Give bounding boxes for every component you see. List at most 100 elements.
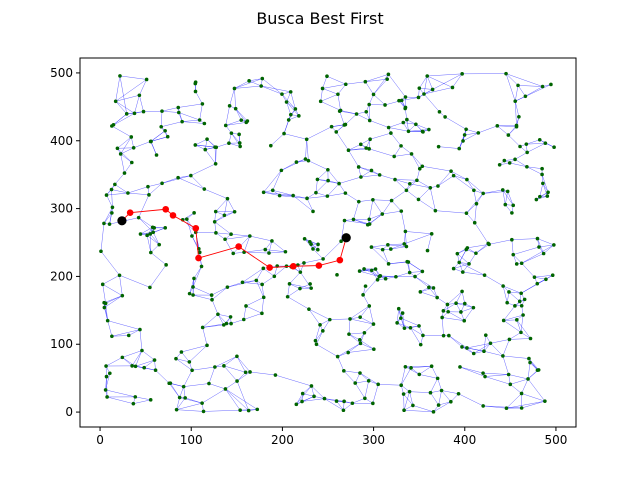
graph-node — [103, 388, 108, 392]
graph-edge — [391, 190, 407, 201]
graph-edge — [372, 199, 392, 201]
graph-edge — [339, 176, 361, 184]
graph-node — [174, 356, 178, 361]
graph-node — [535, 281, 540, 286]
graph-edge — [526, 143, 546, 145]
graph-edge — [453, 263, 470, 269]
graph-edge — [343, 370, 356, 384]
graph-node — [147, 193, 151, 197]
graph-edge — [534, 276, 546, 280]
graph-edge — [114, 172, 125, 185]
graph-edge — [228, 143, 241, 147]
graph-edge — [415, 124, 429, 130]
graph-edge — [437, 378, 442, 391]
graph-node — [238, 408, 242, 412]
graph-node — [383, 276, 388, 281]
graph-edge — [223, 365, 246, 373]
graph-node — [227, 104, 232, 108]
graph-node — [441, 333, 446, 338]
graph-edge — [423, 87, 453, 95]
graph-edge — [193, 294, 213, 300]
graph-node — [192, 211, 196, 215]
graph-edge — [102, 284, 106, 304]
graph-node — [420, 269, 425, 274]
graph-node — [507, 337, 512, 342]
graph-edge — [362, 294, 370, 307]
graph-edge — [412, 405, 434, 413]
graph-edge — [348, 349, 374, 353]
graph-edge — [249, 235, 272, 242]
graph-edge — [360, 174, 380, 178]
path-node — [162, 205, 170, 213]
graph-edge — [538, 244, 554, 248]
graph-node — [102, 221, 106, 226]
graph-node — [421, 333, 425, 338]
graph-edge — [202, 327, 208, 346]
graph-node — [404, 244, 409, 249]
graph-edge — [263, 192, 280, 196]
graph-node — [513, 99, 518, 103]
graph-edge — [348, 333, 360, 341]
graph-node — [260, 311, 264, 316]
graph-edge — [507, 191, 514, 206]
graph-edge — [214, 147, 216, 164]
graph-edge — [460, 307, 474, 313]
graph-edge — [261, 297, 264, 314]
graph-edge — [348, 150, 359, 168]
graph-node — [163, 226, 168, 230]
graph-node — [376, 382, 380, 387]
graph-edge — [506, 393, 522, 409]
graph-node — [507, 161, 512, 165]
graph-edge — [135, 359, 155, 367]
graph-edge — [438, 401, 451, 406]
graph-node — [153, 368, 158, 372]
graph-edge — [256, 268, 264, 281]
y-axis-ticks: 0 100 200 300 400 500 — [50, 66, 80, 419]
graph-edge — [473, 343, 491, 354]
graph-node — [207, 381, 211, 386]
graph-edge — [388, 127, 409, 132]
graph-node — [280, 92, 284, 96]
graph-edge — [195, 232, 216, 234]
graph-edge — [371, 244, 388, 248]
graph-node — [329, 124, 334, 129]
graph-node — [126, 333, 131, 338]
graph-edge — [102, 275, 120, 285]
graph-node — [335, 354, 340, 359]
graph-edge — [359, 372, 369, 381]
graph-node — [308, 239, 312, 244]
graph-node — [519, 406, 524, 410]
x-tick-label: 500 — [544, 433, 567, 447]
graph-edge — [289, 272, 301, 284]
graph-edge — [106, 192, 128, 196]
path-node — [336, 256, 344, 264]
graph-edge — [324, 398, 344, 411]
x-tick-label: 200 — [271, 433, 294, 447]
graph-edge — [217, 314, 227, 324]
graph-node — [163, 128, 167, 133]
graph-edge — [233, 235, 250, 254]
graph-edge — [411, 153, 420, 169]
graph-node — [240, 280, 245, 285]
graph-node — [289, 112, 293, 117]
graph-edge — [388, 74, 406, 98]
graph-node — [399, 98, 404, 103]
graph-edge — [349, 318, 374, 325]
graph-node — [500, 188, 505, 192]
graph-edge — [336, 400, 344, 411]
graph-node — [401, 120, 406, 125]
graph-node — [523, 94, 528, 99]
graph-edge — [368, 94, 374, 105]
graph-node — [342, 399, 346, 404]
graph-node — [311, 247, 315, 251]
graph-edge — [508, 134, 521, 147]
graph-node — [300, 399, 304, 404]
graph-edge — [107, 320, 113, 337]
path-node — [266, 264, 273, 271]
graph-node — [140, 348, 144, 353]
graph-node — [417, 86, 422, 90]
graph-edge — [505, 191, 508, 205]
graph-edge — [302, 393, 315, 397]
graph-edge — [138, 217, 154, 233]
graph-edge — [290, 91, 296, 110]
